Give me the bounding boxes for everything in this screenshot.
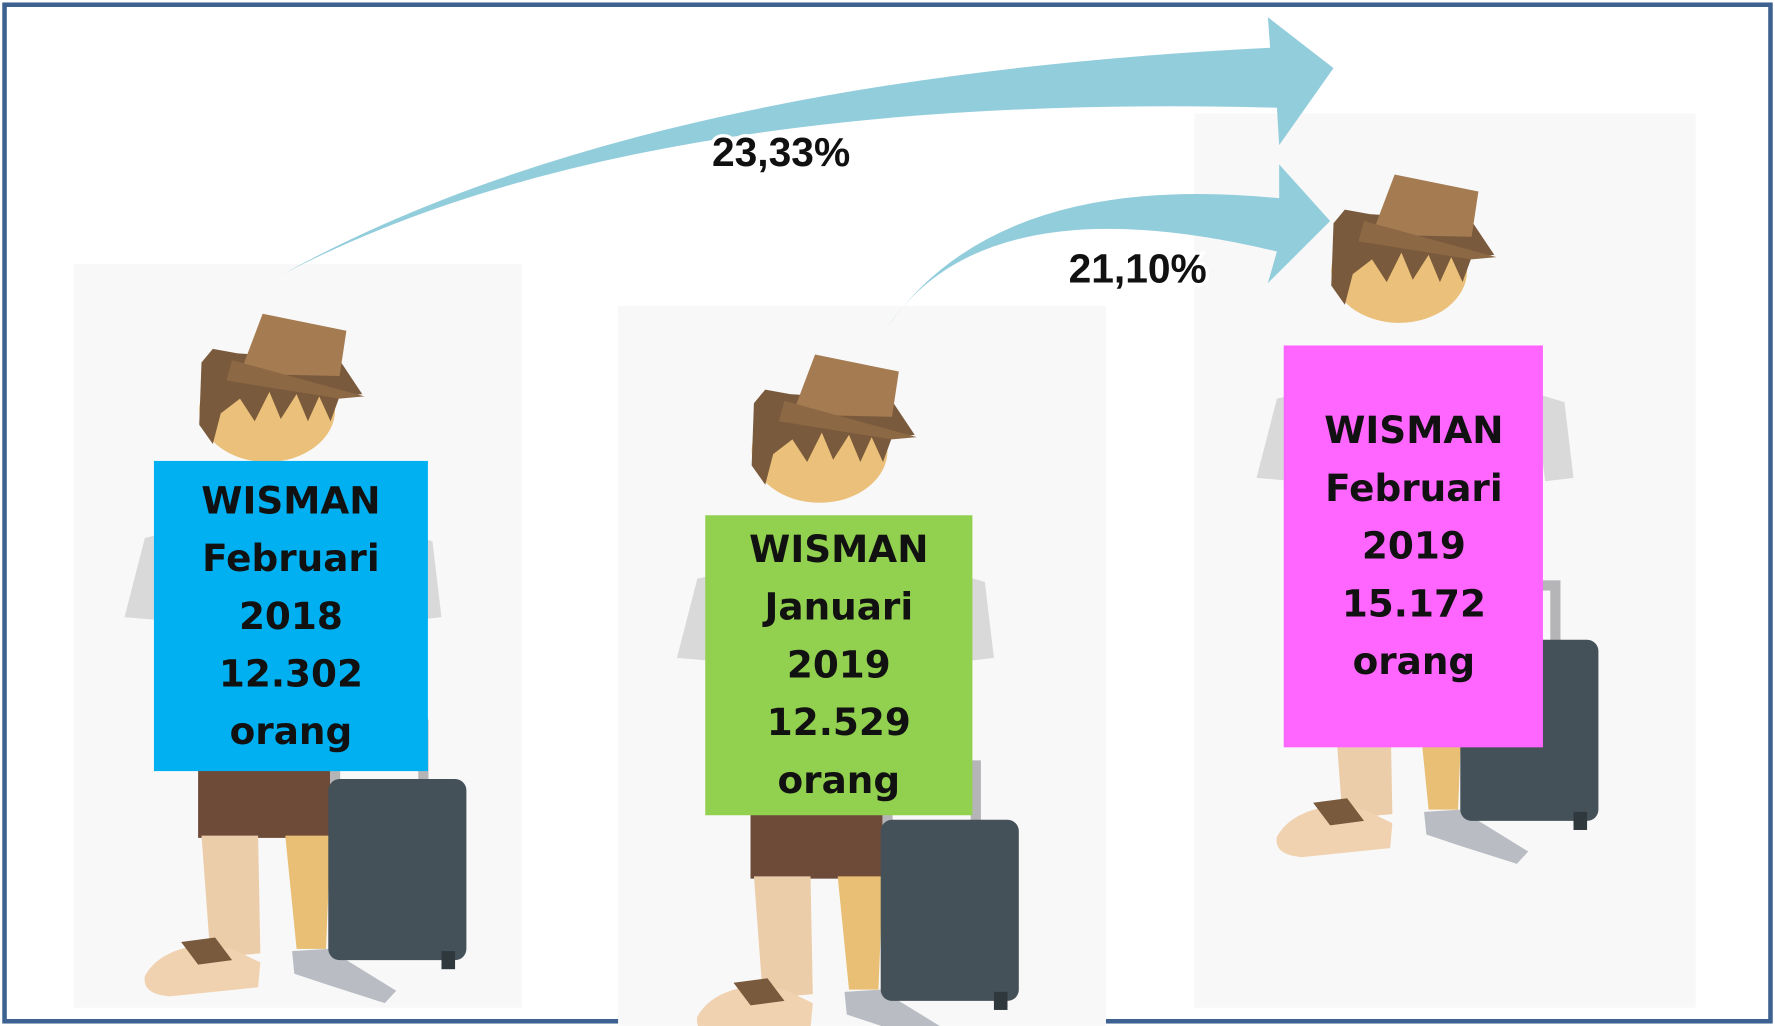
panel-line: Januari: [761, 585, 913, 629]
panel-line: Februari: [1325, 466, 1502, 510]
growth-arrow: [886, 164, 1331, 329]
label-box: [153, 460, 428, 772]
label-box: [705, 515, 973, 816]
panel-line: 2019: [1362, 524, 1466, 568]
growth-label: 23,33%: [712, 129, 850, 175]
panel-line: WISMAN: [749, 527, 928, 571]
label-box: [1283, 345, 1543, 748]
panel-line: 2019: [787, 642, 891, 686]
panel-line: 12.529: [767, 700, 911, 744]
panel-line: Februari: [202, 536, 379, 580]
panel-texts: WISMAN Februari 2018 12.302 orang WISMAN Janua…: [201, 408, 1503, 802]
panel-line: orang: [1353, 639, 1476, 683]
panel-line: orang: [230, 709, 353, 753]
panel-line: WISMAN: [201, 478, 380, 522]
panel-line: 2018: [239, 594, 343, 638]
panel-line: WISMAN: [1324, 408, 1503, 452]
growth-label: 21,10%: [1069, 246, 1207, 292]
growth-arrow: [283, 17, 1334, 275]
panel-line: 12.302: [219, 652, 363, 696]
panel-line: 15.172: [1342, 581, 1486, 625]
panel-line: orang: [778, 758, 901, 802]
